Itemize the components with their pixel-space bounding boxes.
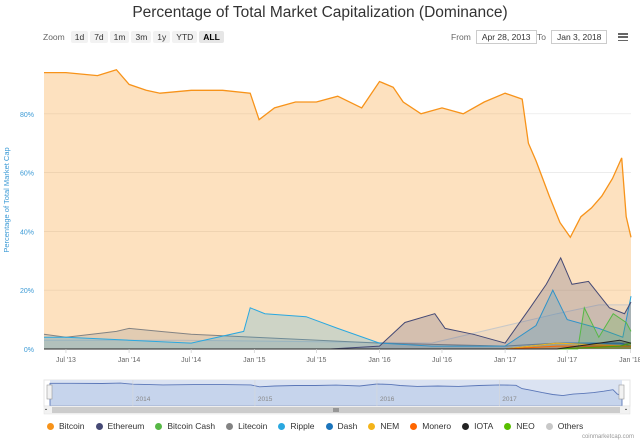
x-tick-label: Jul '17 bbox=[557, 357, 577, 364]
series-area-litecoin bbox=[44, 328, 631, 349]
legend-marker-icon bbox=[278, 422, 286, 430]
series-area-bitcoin bbox=[44, 69, 631, 349]
zoom-button-ytd[interactable]: YTD bbox=[172, 31, 198, 43]
chart-title: Percentage of Total Market Capitalizatio… bbox=[132, 4, 508, 21]
zoom-button-1y[interactable]: 1y bbox=[153, 31, 171, 43]
series-line-ripple[interactable] bbox=[44, 289, 632, 347]
range-from: From Apr 28, 2013 bbox=[451, 30, 537, 44]
x-tick-label: Jul '13 bbox=[56, 357, 76, 364]
legend-item-iota[interactable]: IOTA bbox=[462, 421, 493, 431]
legend-label: Monero bbox=[422, 421, 452, 431]
legend-item-ripple[interactable]: Ripple bbox=[278, 421, 315, 431]
navigator-left-handle[interactable] bbox=[46, 384, 53, 400]
zoom-button-all[interactable]: ALL bbox=[199, 31, 224, 43]
scroll-left-arrow-icon[interactable] bbox=[45, 408, 47, 411]
legend-label: Litecoin bbox=[238, 421, 268, 431]
legend-item-others[interactable]: Others bbox=[545, 421, 584, 431]
series-area-iota bbox=[44, 340, 631, 349]
series-area-others bbox=[44, 304, 631, 349]
x-tick-label: Jul '16 bbox=[432, 357, 452, 364]
series-line-iota[interactable] bbox=[44, 339, 632, 350]
legend-label: NEO bbox=[516, 421, 535, 431]
zoom-button-1d[interactable]: 1d bbox=[70, 31, 89, 43]
navigator-area bbox=[49, 382, 623, 407]
x-tick-label: Jan '15 bbox=[243, 357, 265, 364]
legend-item-ethereum[interactable]: Ethereum bbox=[95, 421, 145, 431]
legend-marker-icon bbox=[155, 422, 163, 430]
legend-label: Others bbox=[557, 421, 584, 431]
legend-label: IOTA bbox=[474, 421, 494, 431]
zoom-button-3m[interactable]: 3m bbox=[131, 31, 152, 43]
navigator-right-handle[interactable] bbox=[618, 384, 625, 400]
legend-marker-icon bbox=[368, 422, 376, 430]
legend-item-bitcoin[interactable]: Bitcoin bbox=[47, 421, 85, 431]
x-tick-labels: Jul '13 Jan '14 Jul '14 Jan '15 Jul '15 Jan '… bbox=[56, 349, 640, 364]
legend-label: Dash bbox=[337, 421, 358, 431]
legend-marker-icon bbox=[95, 422, 103, 430]
legend-item-nem[interactable]: NEM bbox=[368, 421, 399, 431]
legend-label: Bitcoin Cash bbox=[167, 421, 216, 431]
legend-marker-icon bbox=[545, 422, 553, 430]
zoom-bar: Zoom 1d 7d 1m 3m 1y YTD ALL bbox=[43, 30, 226, 44]
x-tick-label: Jan '14 bbox=[118, 357, 140, 364]
zoom-label: Zoom bbox=[43, 32, 65, 42]
series-line-ethereum[interactable] bbox=[44, 256, 632, 350]
series-line-others[interactable] bbox=[44, 304, 631, 344]
series-line-bitcoin-cash[interactable] bbox=[44, 306, 632, 350]
y-tick-label: 20% bbox=[20, 288, 34, 295]
navigator-year-label: 2014 bbox=[136, 396, 151, 403]
legend-item-monero[interactable]: Monero bbox=[410, 421, 451, 431]
x-tick-label: Jan '16 bbox=[368, 357, 390, 364]
legend-item-litecoin[interactable]: Litecoin bbox=[226, 421, 267, 431]
series-line-bitcoin[interactable] bbox=[44, 68, 632, 239]
grip-icon bbox=[333, 408, 339, 412]
range-from-input[interactable]: Apr 28, 2013 bbox=[475, 30, 537, 44]
y-tick-label: 80% bbox=[20, 112, 34, 119]
legend-marker-icon bbox=[410, 422, 418, 430]
scroll-right-arrow-icon[interactable] bbox=[625, 408, 627, 411]
zoom-button-1m[interactable]: 1m bbox=[109, 31, 130, 43]
hamburger-icon[interactable] bbox=[618, 33, 628, 42]
legend-label: Bitcoin bbox=[59, 421, 85, 431]
legend-label: Ethereum bbox=[107, 421, 145, 431]
legend-label: Ripple bbox=[290, 421, 315, 431]
x-tick-label: Jul '14 bbox=[181, 357, 201, 364]
series-areas bbox=[43, 68, 632, 350]
y-tick-labels: 0% 20% 40% 60% 80% bbox=[20, 112, 34, 354]
navigator[interactable]: 2014 2015 2016 2017 bbox=[43, 379, 631, 415]
range-from-label: From bbox=[451, 32, 471, 42]
x-tick-label: Jul '15 bbox=[306, 357, 326, 364]
navigator-year-label: 2015 bbox=[258, 396, 273, 403]
series-area-ethereum bbox=[44, 257, 631, 349]
legend-label: NEM bbox=[380, 421, 400, 431]
y-tick-label: 60% bbox=[20, 171, 34, 178]
range-to-label: To bbox=[537, 32, 546, 42]
x-tick-label: Jan '17 bbox=[494, 357, 516, 364]
legend-item-bitcoin-cash[interactable]: Bitcoin Cash bbox=[155, 421, 215, 431]
range-to-input[interactable]: Jan 3, 2018 bbox=[550, 30, 608, 44]
y-tick-label: 0% bbox=[24, 347, 34, 354]
y-tick-label: 40% bbox=[20, 229, 34, 236]
legend-marker-icon bbox=[504, 422, 512, 430]
legend-marker-icon bbox=[226, 422, 234, 430]
navigator-year-label: 2017 bbox=[502, 396, 517, 403]
y-axis-title: Percentage of Total Market Cap bbox=[2, 147, 11, 252]
x-tick-label: Jan '18 bbox=[619, 357, 640, 364]
credit: coinmarketcap.com bbox=[581, 434, 634, 440]
legend-marker-icon bbox=[462, 422, 470, 430]
zoom-button-7d[interactable]: 7d bbox=[90, 31, 108, 43]
legend-item-neo[interactable]: NEO bbox=[504, 421, 535, 431]
legend: Bitcoin Ethereum Bitcoin Cash Litecoin Rippl… bbox=[47, 421, 594, 431]
legend-item-dash[interactable]: Dash bbox=[325, 421, 358, 431]
navigator-year-labels: 2014 2015 2016 2017 bbox=[132, 380, 517, 406]
legend-marker-icon bbox=[325, 422, 333, 430]
range-to: To Jan 3, 2018 bbox=[537, 30, 608, 44]
navigator-year-label: 2016 bbox=[380, 396, 395, 403]
legend-marker-icon bbox=[47, 422, 54, 430]
